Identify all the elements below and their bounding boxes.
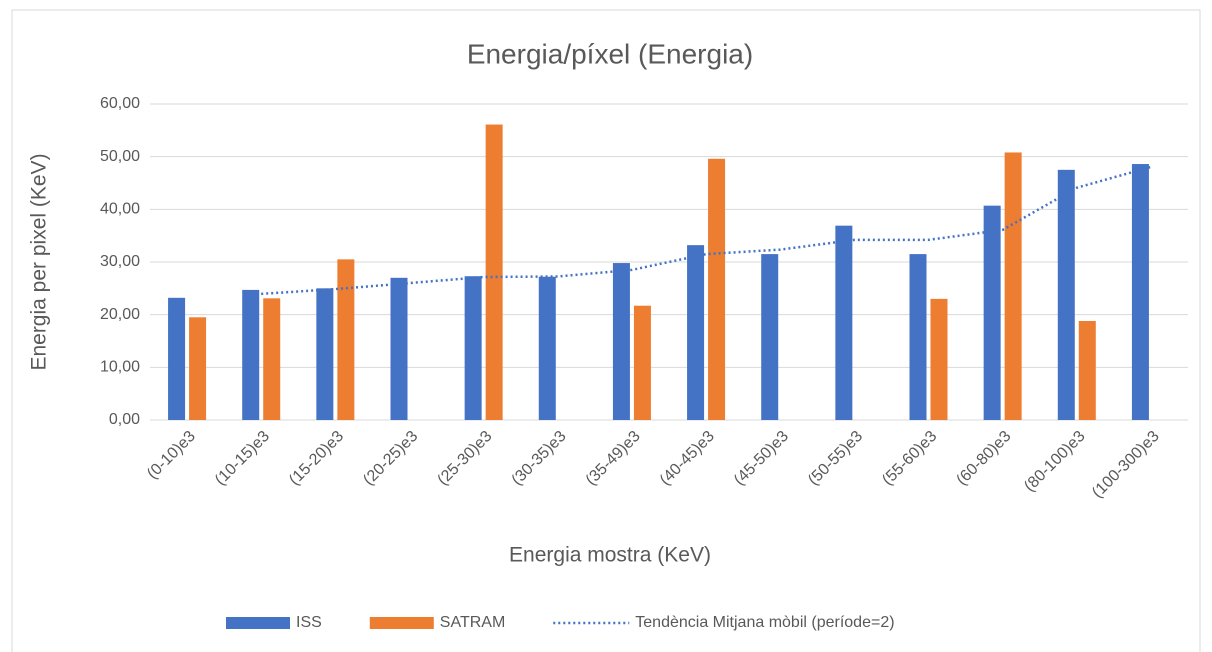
y-tick-label: 40,00 [100,201,140,218]
bar [1131,164,1149,420]
chart-title: Energia/píxel (Energia) [467,38,753,69]
bar [687,245,705,420]
trend-line [261,165,1152,296]
bar [1057,169,1075,420]
bar [168,297,186,420]
legend-label: ISS [296,614,322,631]
x-axis-label: Energia mostra (KeV) [509,544,711,567]
bar [930,298,948,420]
bar [612,263,630,420]
y-tick-label: 30,00 [100,253,140,270]
chart-frame [11,9,1201,652]
bar [835,225,853,420]
y-tick-label: 50,00 [100,148,140,165]
bar [337,259,355,420]
y-tick-label: 60,00 [100,95,140,112]
bar [316,288,334,420]
bar [242,289,260,420]
bar [1004,152,1022,420]
bar [538,276,556,420]
bar [485,124,503,420]
bar [708,158,726,421]
y-tick-label: 0,00 [109,411,140,428]
bar [983,205,1001,420]
bar [464,276,482,420]
bar [1078,320,1096,420]
legend-swatch [226,617,290,629]
bar [633,305,651,420]
bar [390,277,408,420]
bar [761,254,779,420]
legend-label: Tendència Mitjana mòbil (període=2) [635,614,894,631]
legend-swatch [369,617,434,629]
legend-label: SATRAM [440,614,505,631]
bar [263,298,281,420]
y-axis-label: Energia per pixel (KeV) [28,153,51,370]
bar [909,254,927,420]
y-tick-label: 20,00 [100,306,140,323]
bar [189,317,207,420]
y-tick-label: 10,00 [100,359,140,376]
